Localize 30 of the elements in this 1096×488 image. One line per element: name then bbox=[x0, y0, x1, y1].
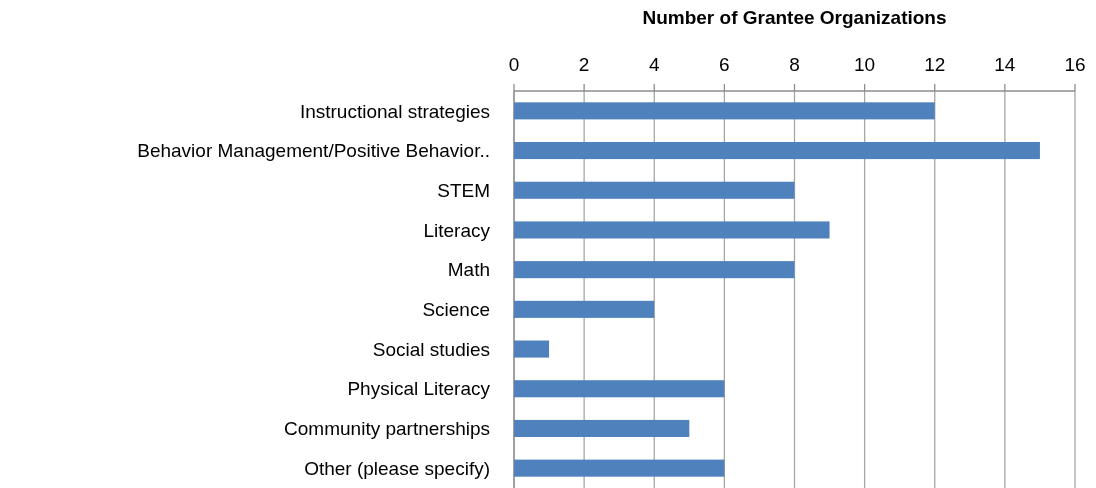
x-tick-label: 16 bbox=[1064, 54, 1086, 75]
x-tick-label: 8 bbox=[789, 54, 800, 75]
bar bbox=[514, 300, 655, 318]
y-tick-label: Behavior Management/Positive Behavior.. bbox=[137, 140, 490, 162]
y-tick-label: STEM bbox=[437, 179, 490, 201]
y-tick-label: Physical Literacy bbox=[347, 378, 491, 400]
bar bbox=[514, 221, 830, 239]
y-tick-label: Math bbox=[447, 259, 490, 281]
bar bbox=[514, 142, 1040, 160]
bar bbox=[514, 340, 550, 358]
x-tick-label: 6 bbox=[719, 54, 730, 75]
bar bbox=[514, 459, 725, 477]
y-tick-label: Social studies bbox=[372, 338, 490, 360]
bar bbox=[514, 380, 725, 398]
bar bbox=[514, 419, 690, 437]
x-tick-label: 4 bbox=[648, 54, 660, 75]
y-tick-label: Science bbox=[422, 299, 490, 320]
y-tick-label: Other (please specify) bbox=[304, 457, 490, 479]
bar bbox=[514, 181, 795, 199]
bar bbox=[514, 102, 935, 120]
bar bbox=[514, 261, 795, 279]
x-tick-label: 14 bbox=[994, 54, 1016, 75]
x-tick-label: 0 bbox=[508, 54, 520, 75]
x-tick-label: 12 bbox=[924, 54, 946, 75]
y-tick-label: Community partnerships bbox=[284, 418, 490, 440]
y-tick-label: Literacy bbox=[423, 219, 491, 241]
x-tick-label: 10 bbox=[854, 54, 876, 75]
x-axis-title: Number of Grantee Organizations bbox=[642, 7, 947, 28]
x-tick-label: 2 bbox=[578, 54, 590, 75]
y-tick-label: Instructional strategies bbox=[299, 100, 490, 122]
